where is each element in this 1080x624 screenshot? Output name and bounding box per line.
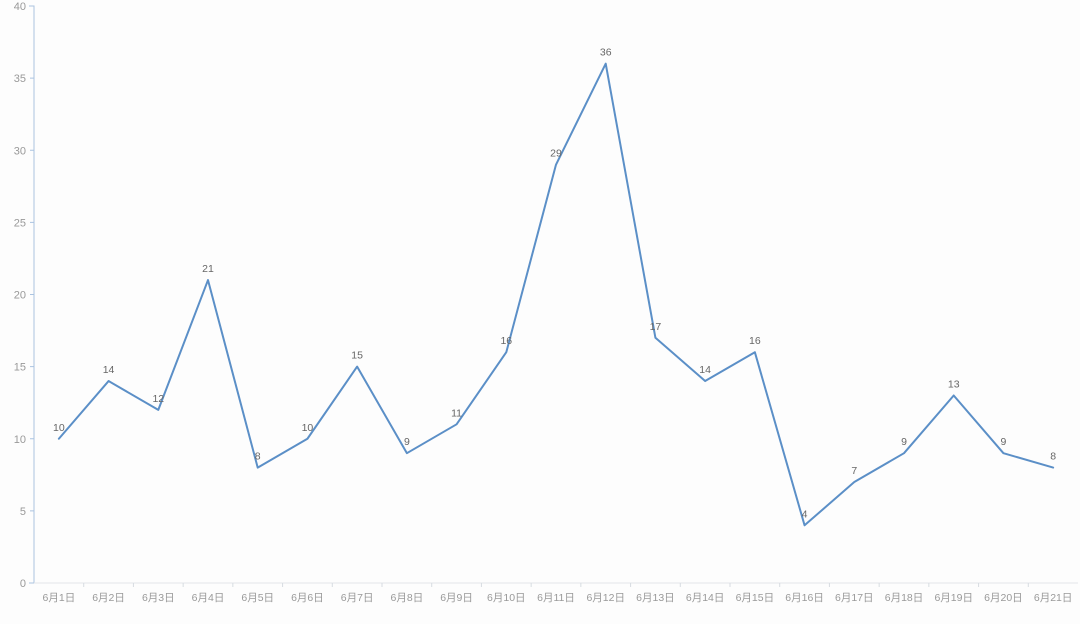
svg-text:16: 16 — [500, 335, 512, 347]
svg-text:10: 10 — [14, 434, 26, 446]
svg-text:13: 13 — [948, 378, 960, 390]
svg-text:6月1日: 6月1日 — [43, 592, 76, 604]
svg-text:25: 25 — [14, 217, 26, 229]
svg-text:36: 36 — [600, 47, 612, 59]
svg-text:6月4日: 6月4日 — [192, 592, 225, 604]
svg-text:6月14日: 6月14日 — [686, 592, 725, 604]
svg-text:10: 10 — [302, 422, 314, 434]
svg-text:6月10日: 6月10日 — [487, 592, 526, 604]
svg-text:16: 16 — [749, 335, 761, 347]
svg-text:21: 21 — [202, 263, 214, 275]
svg-text:10: 10 — [53, 422, 65, 434]
svg-text:0: 0 — [20, 578, 26, 590]
svg-text:11: 11 — [451, 407, 462, 419]
svg-text:6月16日: 6月16日 — [785, 592, 824, 604]
svg-text:9: 9 — [901, 436, 907, 448]
svg-text:20: 20 — [14, 290, 26, 302]
svg-text:6月17日: 6月17日 — [835, 592, 874, 604]
svg-text:29: 29 — [550, 148, 562, 160]
svg-text:6月8日: 6月8日 — [391, 592, 424, 604]
svg-text:6月6日: 6月6日 — [291, 592, 324, 604]
svg-text:8: 8 — [1050, 451, 1056, 463]
svg-text:6月13日: 6月13日 — [636, 592, 675, 604]
svg-text:17: 17 — [650, 321, 662, 333]
svg-text:6月3日: 6月3日 — [142, 592, 175, 604]
svg-text:6月18日: 6月18日 — [885, 592, 924, 604]
svg-text:4: 4 — [802, 508, 808, 520]
svg-text:15: 15 — [14, 362, 26, 374]
svg-text:9: 9 — [1001, 436, 1007, 448]
svg-text:6月19日: 6月19日 — [934, 592, 973, 604]
svg-text:40: 40 — [14, 1, 26, 13]
svg-text:6月15日: 6月15日 — [736, 592, 775, 604]
svg-text:6月11日: 6月11日 — [537, 592, 575, 604]
svg-text:8: 8 — [255, 451, 261, 463]
svg-text:6月2日: 6月2日 — [92, 592, 125, 604]
svg-text:7: 7 — [851, 465, 857, 477]
svg-text:6月9日: 6月9日 — [440, 592, 473, 604]
svg-text:35: 35 — [14, 73, 26, 85]
svg-text:6月5日: 6月5日 — [241, 592, 274, 604]
svg-text:14: 14 — [103, 364, 115, 376]
svg-text:6月21日: 6月21日 — [1034, 592, 1073, 604]
svg-text:9: 9 — [404, 436, 410, 448]
svg-text:6月20日: 6月20日 — [984, 592, 1023, 604]
svg-text:6月7日: 6月7日 — [341, 592, 374, 604]
svg-text:14: 14 — [699, 364, 711, 376]
svg-text:6月12日: 6月12日 — [586, 592, 625, 604]
svg-text:5: 5 — [20, 506, 26, 518]
svg-text:15: 15 — [351, 350, 363, 362]
svg-text:30: 30 — [14, 145, 26, 157]
svg-text:12: 12 — [152, 393, 164, 405]
